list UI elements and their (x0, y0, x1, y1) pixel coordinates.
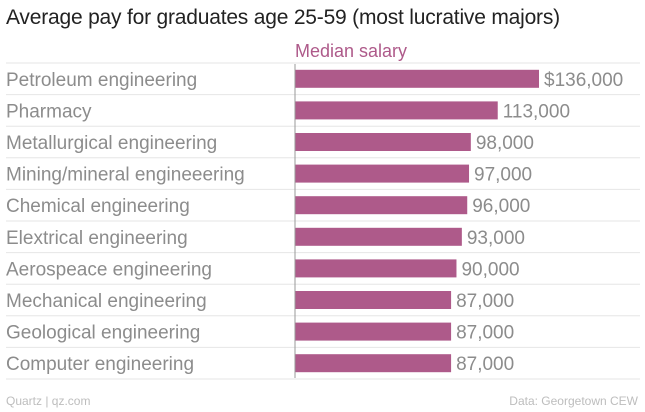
bars (295, 69, 539, 373)
value-label: 97,000 (474, 165, 532, 186)
category-label: Aerospeace engineering (6, 259, 212, 280)
bar (295, 291, 452, 309)
category-label: Chemical engineering (6, 196, 190, 217)
bar (295, 133, 471, 151)
category-label: Petroleum engineering (6, 70, 197, 91)
value-label: 90,000 (461, 259, 519, 280)
bar (295, 196, 468, 215)
value-label: 98,000 (476, 133, 534, 154)
bar (295, 354, 452, 373)
footer-credit: Quartz | qz.com (6, 394, 91, 408)
category-labels: Petroleum engineering Pharmacy Metallurgic… (6, 70, 245, 375)
value-label: $136,000 (544, 70, 623, 91)
bar (295, 259, 457, 278)
bar-chart: Median salary Petroleum engineering Pharm… (6, 41, 640, 380)
category-label: Metallurgical engineering (6, 133, 217, 154)
bar (295, 101, 498, 120)
value-label: 96,000 (472, 196, 530, 217)
bar (295, 164, 470, 183)
bar (295, 227, 462, 246)
grid-lines (6, 62, 640, 380)
value-label: 87,000 (456, 291, 514, 312)
bar (295, 322, 452, 341)
value-labels: $136,000 113,000 98,000 97,000 96,000 93,000 9… (456, 70, 623, 375)
category-label: Computer engineering (6, 354, 194, 375)
category-label: Mechanical engineering (6, 291, 207, 312)
value-label: 87,000 (456, 323, 514, 344)
category-label: Elextrical engineering (6, 228, 188, 249)
category-label: Mining/mineral engineeering (6, 165, 245, 186)
category-label: Geological engineering (6, 323, 200, 344)
value-label: 87,000 (456, 354, 514, 375)
chart-title: Average pay for graduates age 25-59 (mos… (6, 6, 560, 29)
bar (295, 69, 539, 88)
value-label: 113,000 (503, 101, 570, 122)
series-label: Median salary (295, 41, 407, 61)
footer-source: Data: Georgetown CEW (509, 394, 638, 408)
value-label: 93,000 (467, 228, 525, 249)
category-label: Pharmacy (6, 101, 92, 122)
